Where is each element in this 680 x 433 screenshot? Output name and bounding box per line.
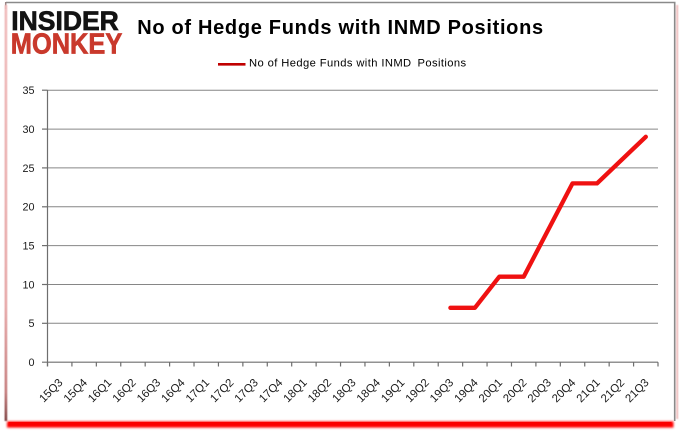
svg-text:25: 25 — [22, 163, 34, 175]
svg-text:No of Hedge Funds with INMD Po: No of Hedge Funds with INMD Positions — [137, 17, 544, 39]
svg-text:10: 10 — [22, 279, 34, 291]
svg-text:No of Hedge Funds with INMD Po: No of Hedge Funds with INMD Positions — [249, 58, 467, 70]
svg-text:15: 15 — [22, 241, 34, 253]
svg-text:20: 20 — [22, 202, 34, 214]
svg-text:5: 5 — [28, 318, 34, 330]
svg-text:MONKEY: MONKEY — [11, 29, 123, 61]
svg-text:35: 35 — [22, 85, 34, 97]
svg-text:30: 30 — [22, 124, 34, 136]
svg-text:0: 0 — [28, 357, 34, 369]
svg-text:INSIDER: INSIDER — [11, 6, 119, 36]
